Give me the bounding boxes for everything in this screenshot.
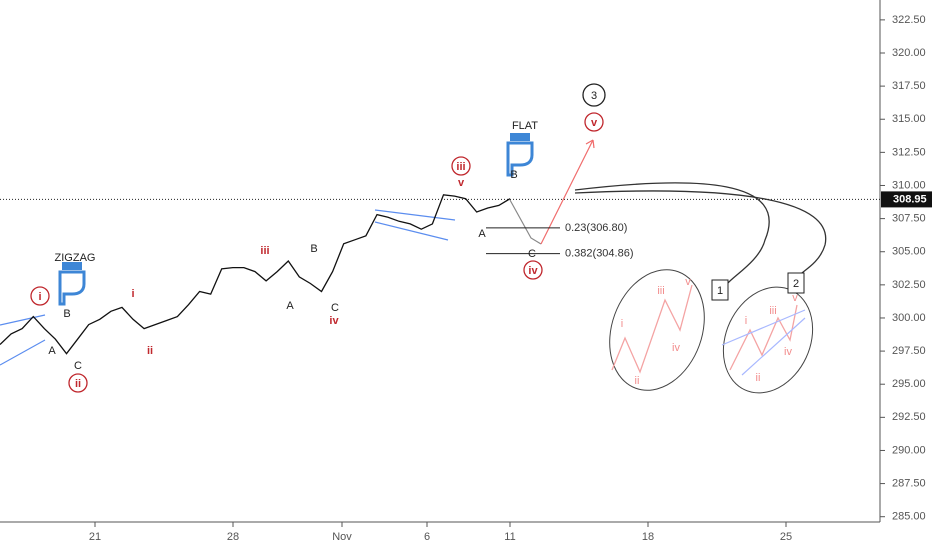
x-tick-label: 25 — [780, 531, 792, 543]
wave-label: iv — [528, 265, 538, 277]
wave-label: ii — [75, 378, 81, 390]
wave-sketch — [611, 284, 693, 374]
wave-label: C — [331, 302, 339, 314]
y-tick-label: 312.50 — [892, 146, 926, 158]
wave-label: v — [792, 292, 798, 304]
wave-label: iii — [657, 285, 664, 297]
label-box — [787, 272, 805, 294]
label-circle — [584, 112, 604, 132]
wave-label: i — [131, 288, 134, 300]
wave-label: iii — [456, 161, 465, 173]
wave-label: i — [745, 315, 747, 327]
wave-label: FLAT — [512, 120, 538, 132]
y-tick-label: 292.50 — [892, 411, 926, 423]
wave-label: iii — [260, 245, 269, 257]
y-tick-label: 302.50 — [892, 279, 926, 291]
label-circle — [451, 156, 471, 176]
channel — [374, 209, 456, 221]
wave-label: ii — [635, 375, 640, 387]
channel — [0, 314, 46, 326]
wave-label: i — [38, 291, 41, 303]
y-tick-label: 322.50 — [892, 14, 926, 26]
wave-label: B — [310, 243, 317, 255]
projection-arrow — [540, 139, 594, 245]
fib-label: 0.23(306.80) — [565, 222, 627, 234]
ellipse — [609, 269, 705, 391]
y-tick-label: 295.00 — [892, 378, 926, 390]
x-tick-label: 11 — [504, 531, 515, 543]
channel — [0, 339, 46, 366]
fib-label: 0.382(304.86) — [565, 247, 634, 259]
channel — [374, 221, 449, 241]
wave-label: B — [510, 169, 517, 181]
wave-label: A — [286, 300, 294, 312]
wave-label: C — [528, 248, 536, 260]
wave-label: B — [63, 308, 70, 320]
y-tick-label: 307.50 — [892, 213, 926, 225]
last-price-label: 308.95 — [893, 193, 927, 205]
wave-label: 1 — [717, 285, 723, 297]
x-tick-label: 6 — [424, 531, 430, 543]
y-tick-label: 320.00 — [892, 47, 926, 59]
hand-icon — [58, 262, 86, 306]
y-tick-label: 317.50 — [892, 80, 926, 92]
wave-label: iv — [784, 346, 792, 358]
y-tick-label: 305.00 — [892, 246, 926, 258]
wave-label: A — [48, 345, 56, 357]
x-tick-label: 28 — [227, 531, 239, 543]
wave-diagrams — [0, 133, 827, 394]
projection-path — [509, 199, 542, 245]
wave-label: ii — [147, 345, 153, 357]
label-box — [711, 279, 729, 301]
y-tick-label: 310.00 — [892, 179, 926, 191]
arrow-head — [585, 139, 595, 149]
wave-label: v — [685, 276, 691, 288]
wave-label: ZIGZAG — [55, 252, 96, 264]
wave-label: 2 — [793, 278, 799, 290]
y-tick-label: 287.50 — [892, 477, 926, 489]
label-circle — [582, 83, 606, 107]
wave-label: i — [621, 318, 623, 330]
y-tick-label: 300.00 — [892, 312, 926, 324]
wave-label: v — [458, 177, 465, 189]
label-circle — [30, 286, 50, 306]
connector — [574, 190, 827, 277]
x-tick-label: Nov — [332, 531, 352, 543]
x-tick-label: 21 — [89, 531, 101, 543]
y-tick-label: 297.50 — [892, 345, 926, 357]
hand-icon — [506, 133, 534, 177]
wave-label: v — [591, 117, 598, 129]
wave-label: ii — [756, 372, 761, 384]
y-tick-label: 315.00 — [892, 113, 926, 125]
last-price-box — [881, 191, 932, 208]
wave-label: iii — [769, 305, 776, 317]
y-tick-label: 290.00 — [892, 444, 926, 456]
label-circle — [68, 373, 88, 393]
x-tick-label: 18 — [642, 531, 654, 543]
price-line — [0, 194, 511, 355]
label-circle — [523, 260, 543, 280]
y-tick-label: 285.00 — [892, 511, 926, 523]
wave-channel — [721, 309, 806, 376]
wave-label: C — [74, 360, 82, 372]
wave-sketch — [729, 304, 798, 371]
wave-label: 3 — [591, 90, 597, 102]
wave-label: iv — [329, 315, 339, 327]
connector — [574, 182, 770, 284]
wave-label: iv — [672, 342, 680, 354]
wave-label: A — [478, 228, 486, 240]
